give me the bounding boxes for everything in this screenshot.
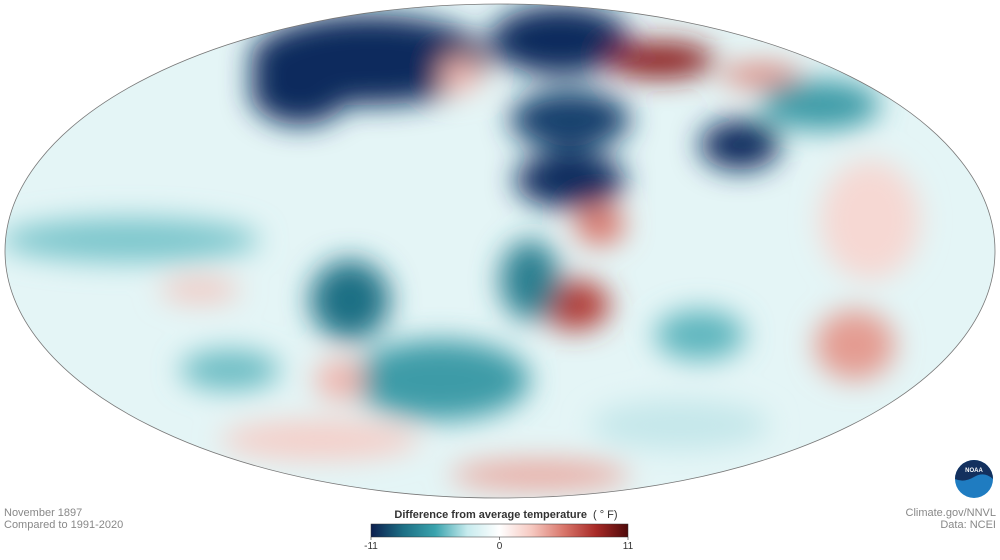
legend-unit: ( ° F) xyxy=(593,509,618,521)
globe-outline xyxy=(4,3,996,499)
tick-label: 11 xyxy=(623,541,634,552)
baseline-label: Compared to 1991-2020 xyxy=(4,519,123,531)
date-label: November 1897 xyxy=(4,507,82,519)
legend-title: Difference from average temperature xyxy=(394,509,587,521)
source-label: Data: NCEI xyxy=(940,519,996,531)
anomaly-map xyxy=(5,4,995,498)
colorbar xyxy=(370,523,629,538)
tick-label: 0 xyxy=(497,541,503,552)
logo-text: NOAA xyxy=(965,468,983,474)
credit-label: Climate.gov/NNVL xyxy=(906,507,996,519)
tick-label: -11 xyxy=(364,541,378,552)
noaa-logo: NOAA xyxy=(955,460,993,498)
